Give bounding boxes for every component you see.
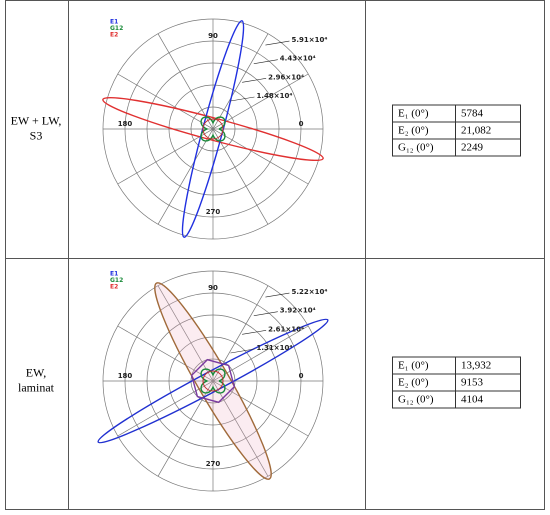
table-grid — [5, 0, 545, 510]
curve — [202, 118, 224, 140]
curves — [102, 20, 324, 238]
angle-label: 180 — [118, 120, 133, 128]
angle-label: 180 — [118, 372, 133, 380]
callout-line — [230, 348, 255, 354]
table-border — [392, 356, 521, 409]
angle-label: 0 — [299, 120, 304, 128]
legend-entry: E1 — [110, 19, 118, 26]
row-label: laminat — [18, 380, 55, 394]
callout-line — [253, 59, 278, 64]
callout-line — [253, 311, 278, 316]
table-border — [392, 104, 521, 157]
curve — [154, 282, 272, 480]
polar-grid — [102, 18, 324, 240]
table-key: G₁₂ (0°) — [398, 142, 434, 154]
callout-line — [230, 96, 255, 102]
ring-label: 3.92×10⁴ — [280, 307, 316, 315]
legend-entry: E1 — [110, 271, 118, 278]
table-value: 21,082 — [461, 125, 491, 137]
polar-grid — [102, 270, 324, 492]
curve — [202, 370, 224, 392]
table-value: 5784 — [461, 108, 484, 120]
table-key: E₂ (0°) — [398, 125, 429, 137]
table-key: E₁ (0°) — [398, 360, 429, 372]
row: EW + LW,S3 — [11, 113, 62, 142]
legend-entry: E2 — [110, 32, 118, 39]
curve — [200, 116, 226, 142]
grid-spoke — [117, 325, 309, 437]
row-label: EW + LW, — [11, 113, 62, 127]
angle-label: 0 — [299, 372, 304, 380]
ring-label: 2.61×10⁴ — [268, 325, 304, 333]
angle-label: 90 — [208, 284, 218, 292]
ring-label: 5.91×10⁴ — [291, 36, 327, 44]
callout-line — [242, 330, 267, 335]
angle-label: 270 — [206, 208, 221, 216]
angle-label: 90 — [208, 32, 218, 40]
row-label: S3 — [30, 128, 43, 142]
curves — [97, 282, 329, 480]
ring-label: 1.31×10⁴ — [256, 344, 292, 352]
ring-label: 1.48×10⁴ — [256, 92, 292, 100]
grid-spoke — [117, 73, 309, 185]
row: EW,laminat — [18, 365, 55, 394]
legend-entry: G12 — [110, 25, 123, 32]
table-value: 4104 — [461, 394, 484, 406]
row-label: EW, — [26, 365, 47, 379]
table-key: E₁ (0°) — [398, 108, 429, 120]
table-value: 13,932 — [461, 360, 491, 372]
polar-plot: 90 180 0 270 5.22×10⁴ 3.92×10⁴ 2.61×10⁴ 1.31×10… — [97, 270, 329, 492]
ring-label: 2.96×10⁴ — [268, 73, 304, 81]
ring-label: 5.22×10⁴ — [291, 288, 327, 296]
ring-label: 4.43×10⁴ — [280, 55, 316, 63]
curve — [190, 358, 236, 404]
polar-plot: 90 180 0 270 5.91×10⁴ 4.43×10⁴ 2.96×10⁴ 1.48×10… — [102, 18, 327, 240]
angle-label: 270 — [206, 460, 221, 468]
callout-line — [242, 78, 267, 83]
value-table: E₁ (0°) 5784 E₂ (0°) 21,082 G₁₂ (0°) 2249 — [392, 104, 521, 157]
callout-line — [265, 292, 290, 298]
callout-line — [265, 40, 290, 46]
table-value: 2249 — [461, 142, 484, 154]
curve — [200, 368, 226, 394]
legend-entry: G12 — [110, 277, 123, 284]
legend-entry: E2 — [110, 284, 118, 291]
table-value: 9153 — [461, 377, 484, 389]
table-key: G₁₂ (0°) — [398, 394, 434, 406]
table-key: E₂ (0°) — [398, 377, 429, 389]
value-table: E₁ (0°) 13,932 E₂ (0°) 9153 G₁₂ (0°) 4104 — [392, 356, 521, 409]
